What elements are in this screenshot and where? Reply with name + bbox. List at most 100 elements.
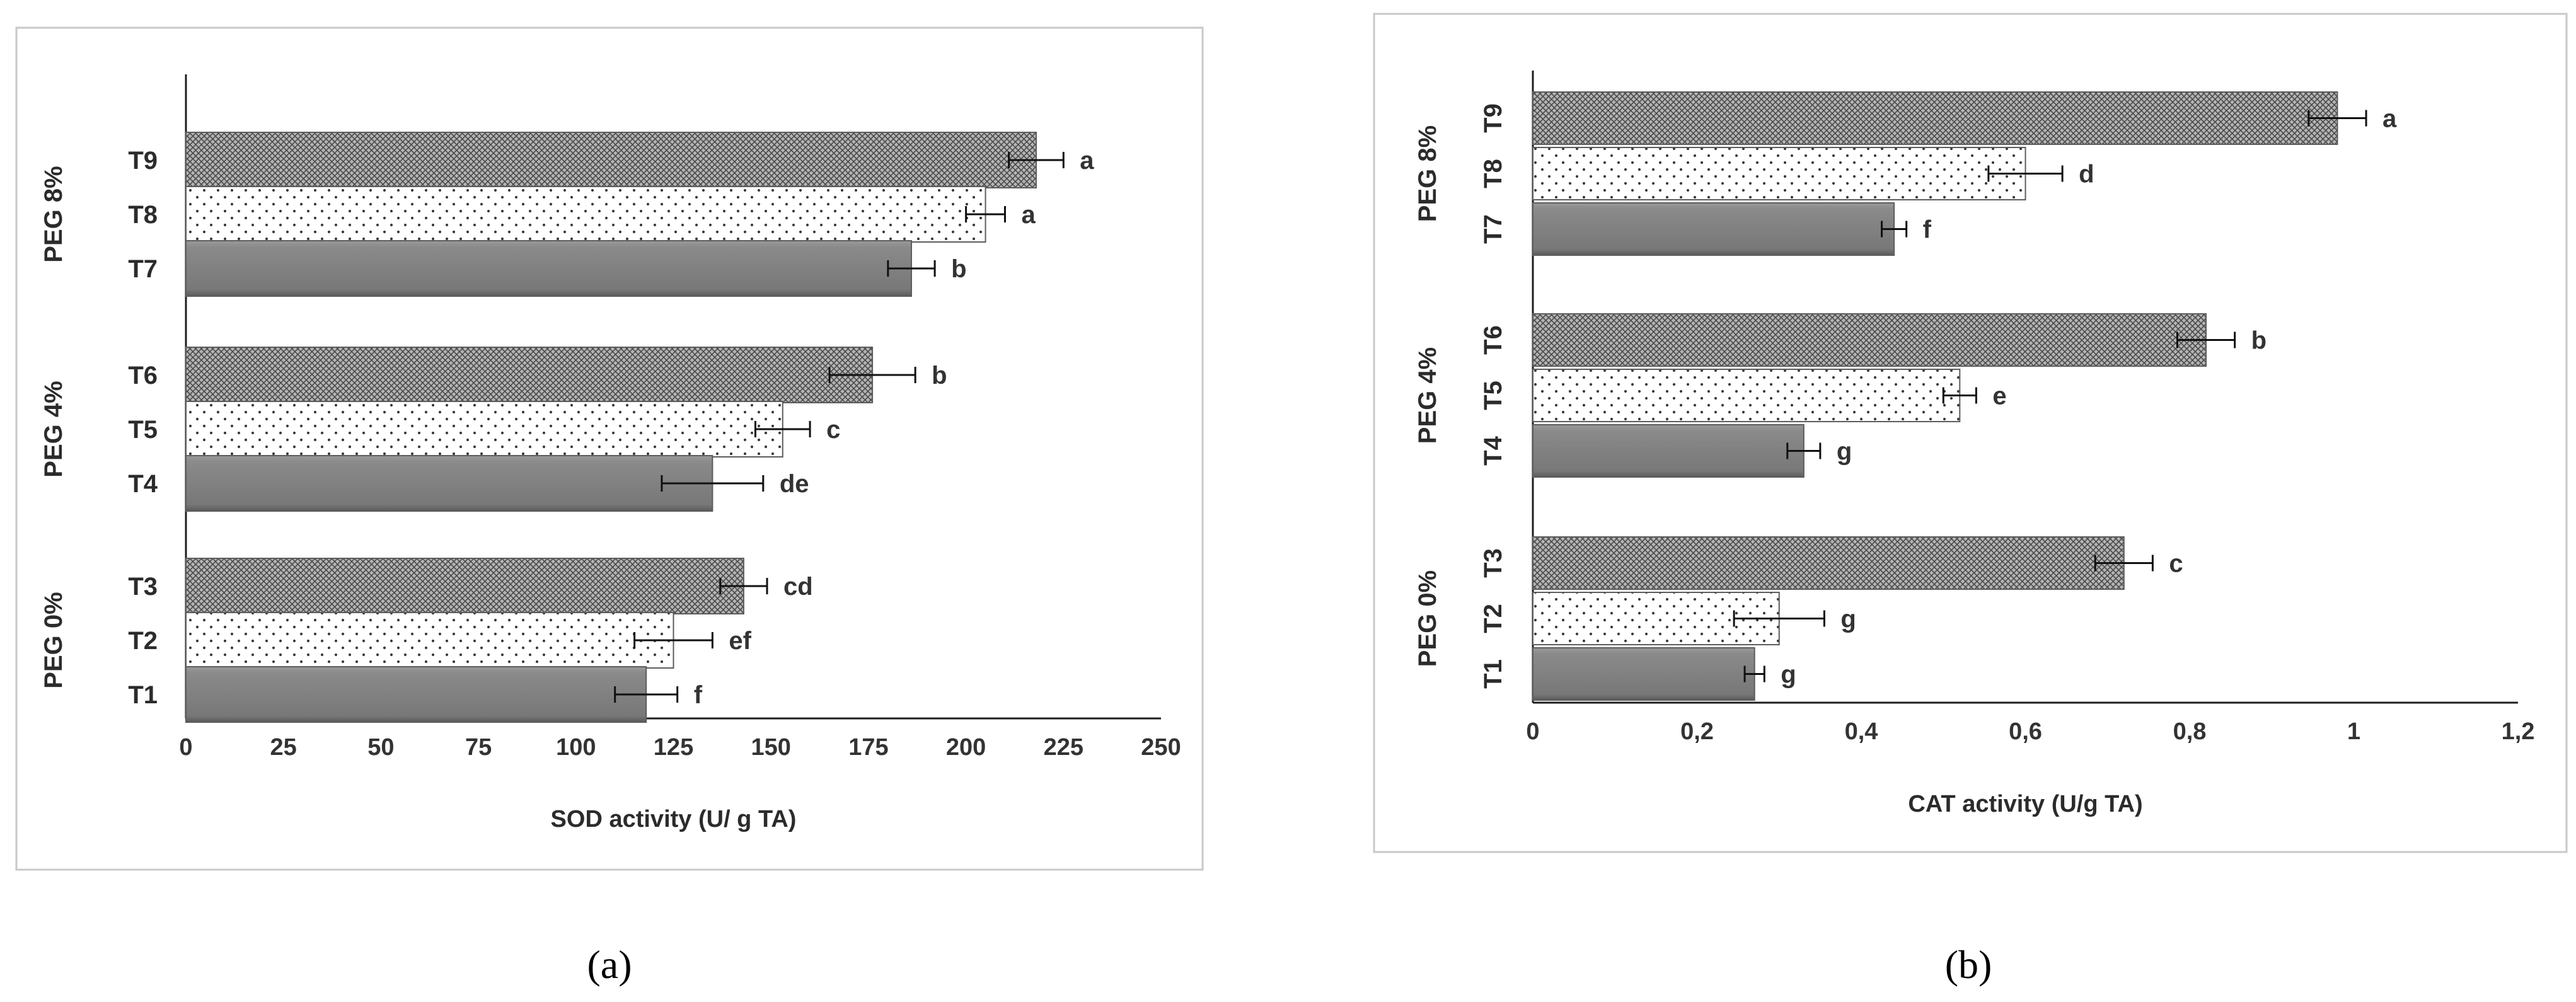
x-tick-label: 50: [367, 734, 394, 761]
error-bar-t5: [754, 421, 811, 437]
x-tick-label: 150: [751, 734, 790, 761]
y-tick-label-t7: T7: [128, 255, 158, 283]
significance-letter-t2: g: [1840, 606, 1856, 633]
significance-letter-t8: a: [1021, 201, 1036, 229]
group-label: PEG 8%: [1414, 125, 1441, 222]
x-tick-label: 0,2: [1680, 718, 1714, 745]
significance-letter-t7: b: [951, 255, 966, 283]
y-tick-label-t1: T1: [128, 681, 158, 709]
group-label: PEG 0%: [40, 592, 67, 688]
bar-t7: [1532, 202, 1895, 256]
bar-t9: [185, 132, 1037, 188]
significance-letter-t3: c: [2169, 550, 2183, 578]
significance-letter-t3: cd: [783, 573, 813, 601]
y-tick-label-t2: T2: [1479, 604, 1507, 633]
error-bar-t2: [633, 632, 713, 648]
x-tick-label: 0: [1526, 718, 1539, 745]
y-tick-label-t8: T8: [1479, 159, 1507, 188]
x-tick-label: 225: [1044, 734, 1083, 761]
error-bar-t9: [1008, 152, 1065, 168]
significance-letter-t1: g: [1781, 661, 1796, 689]
y-tick-label-t7: T7: [1479, 214, 1507, 244]
error-bar-t8: [1987, 165, 2064, 182]
y-tick-label-t5: T5: [128, 416, 158, 444]
y-tick-label-t9: T9: [1479, 103, 1507, 133]
significance-letter-t7: f: [1923, 216, 1932, 244]
group-label: PEG 4%: [40, 381, 67, 477]
error-bar-t4: [1786, 442, 1822, 459]
bar-t4: [185, 455, 713, 512]
significance-letter-t5: e: [1992, 383, 2006, 410]
panel-b-caption: (b): [1945, 942, 1992, 987]
panel-b-cat-chart: 0 0,2 0,4 0,6 0,8 1 1,2 CAT activity (U/g TA) a T…: [1414, 71, 2534, 817]
bar-t4: [1532, 424, 1805, 478]
y-tick-label-t2: T2: [128, 627, 158, 655]
bar-t5: [185, 401, 783, 458]
x-tick-label: 1: [2347, 718, 2360, 745]
error-bar-t3: [2094, 555, 2154, 572]
y-tick-label-t4: T4: [128, 470, 158, 498]
panel-a-sod-chart: 0 25 50 75 100 125 150 175 200 225 250 SOD activity…: [40, 74, 1181, 832]
bar-t5: [1532, 369, 1961, 422]
x-tick-label: 0,6: [2009, 718, 2042, 745]
y-tick-label-t1: T1: [1479, 659, 1507, 689]
bar-t6: [1532, 313, 2207, 367]
bar-t3: [185, 558, 744, 614]
group-label: PEG 0%: [1414, 570, 1441, 667]
error-bar-t8: [965, 206, 1006, 222]
bar-t9: [1532, 91, 2338, 145]
x-tick-label: 125: [654, 734, 693, 761]
error-bar-t2: [1733, 610, 1825, 627]
significance-letter-t9: a: [1080, 147, 1094, 175]
x-tick-label: 100: [556, 734, 596, 761]
y-tick-label-t3: T3: [128, 573, 158, 601]
significance-letter-t6: b: [2251, 327, 2267, 355]
error-bar-t6: [828, 367, 916, 383]
x-tick-label: 0,8: [2173, 718, 2207, 745]
x-axis-title: SOD activity (U/ g TA): [551, 806, 797, 832]
x-tick-label: 25: [270, 734, 297, 761]
x-tick-label: 0: [179, 734, 192, 761]
bar-t1: [1532, 647, 1755, 701]
bar-t7: [185, 240, 912, 297]
x-tick-label: 250: [1141, 734, 1181, 761]
significance-letter-t9: a: [2383, 105, 2397, 133]
x-tick-label: 75: [465, 734, 492, 761]
significance-letter-t2: ef: [729, 627, 751, 655]
bar-t2: [185, 612, 674, 669]
group-label: PEG 4%: [1414, 347, 1441, 444]
significance-letter-t4: de: [780, 470, 809, 498]
bar-t8: [1532, 147, 2026, 200]
error-bar-t9: [2307, 110, 2367, 127]
error-bar-t7: [1881, 221, 1908, 238]
y-tick-label-t9: T9: [128, 147, 158, 175]
y-tick-label-t5: T5: [1479, 381, 1507, 410]
error-bar-t7: [887, 260, 936, 277]
y-tick-label-t3: T3: [1479, 548, 1507, 578]
significance-letter-t4: g: [1837, 438, 1852, 466]
error-bar-t3: [719, 578, 768, 594]
y-tick-label-t6: T6: [128, 362, 158, 389]
error-bar-t6: [2176, 331, 2236, 348]
x-tick-label: 175: [848, 734, 888, 761]
error-bar-t4: [661, 475, 765, 492]
y-tick-label-t8: T8: [128, 201, 158, 229]
x-axis-title: CAT activity (U/g TA): [1908, 791, 2142, 817]
group-label: PEG 8%: [40, 166, 67, 262]
bar-t3: [1532, 536, 2125, 590]
bar-t1: [185, 666, 647, 723]
x-tick-label: 0,4: [1845, 718, 1878, 745]
bar-t8: [185, 186, 986, 243]
error-bar-t5: [1942, 387, 1977, 404]
error-bar-t1: [614, 686, 679, 703]
significance-letter-t6: b: [932, 362, 947, 389]
bar-t6: [185, 347, 874, 403]
y-tick-label-t4: T4: [1479, 435, 1507, 465]
x-tick-label: 200: [946, 734, 986, 761]
significance-letter-t1: f: [694, 681, 703, 709]
y-tick-label-t6: T6: [1479, 325, 1507, 355]
significance-letter-t8: d: [2079, 161, 2094, 188]
error-bar-t1: [1743, 665, 1765, 682]
panel-a-caption: (a): [587, 942, 632, 987]
